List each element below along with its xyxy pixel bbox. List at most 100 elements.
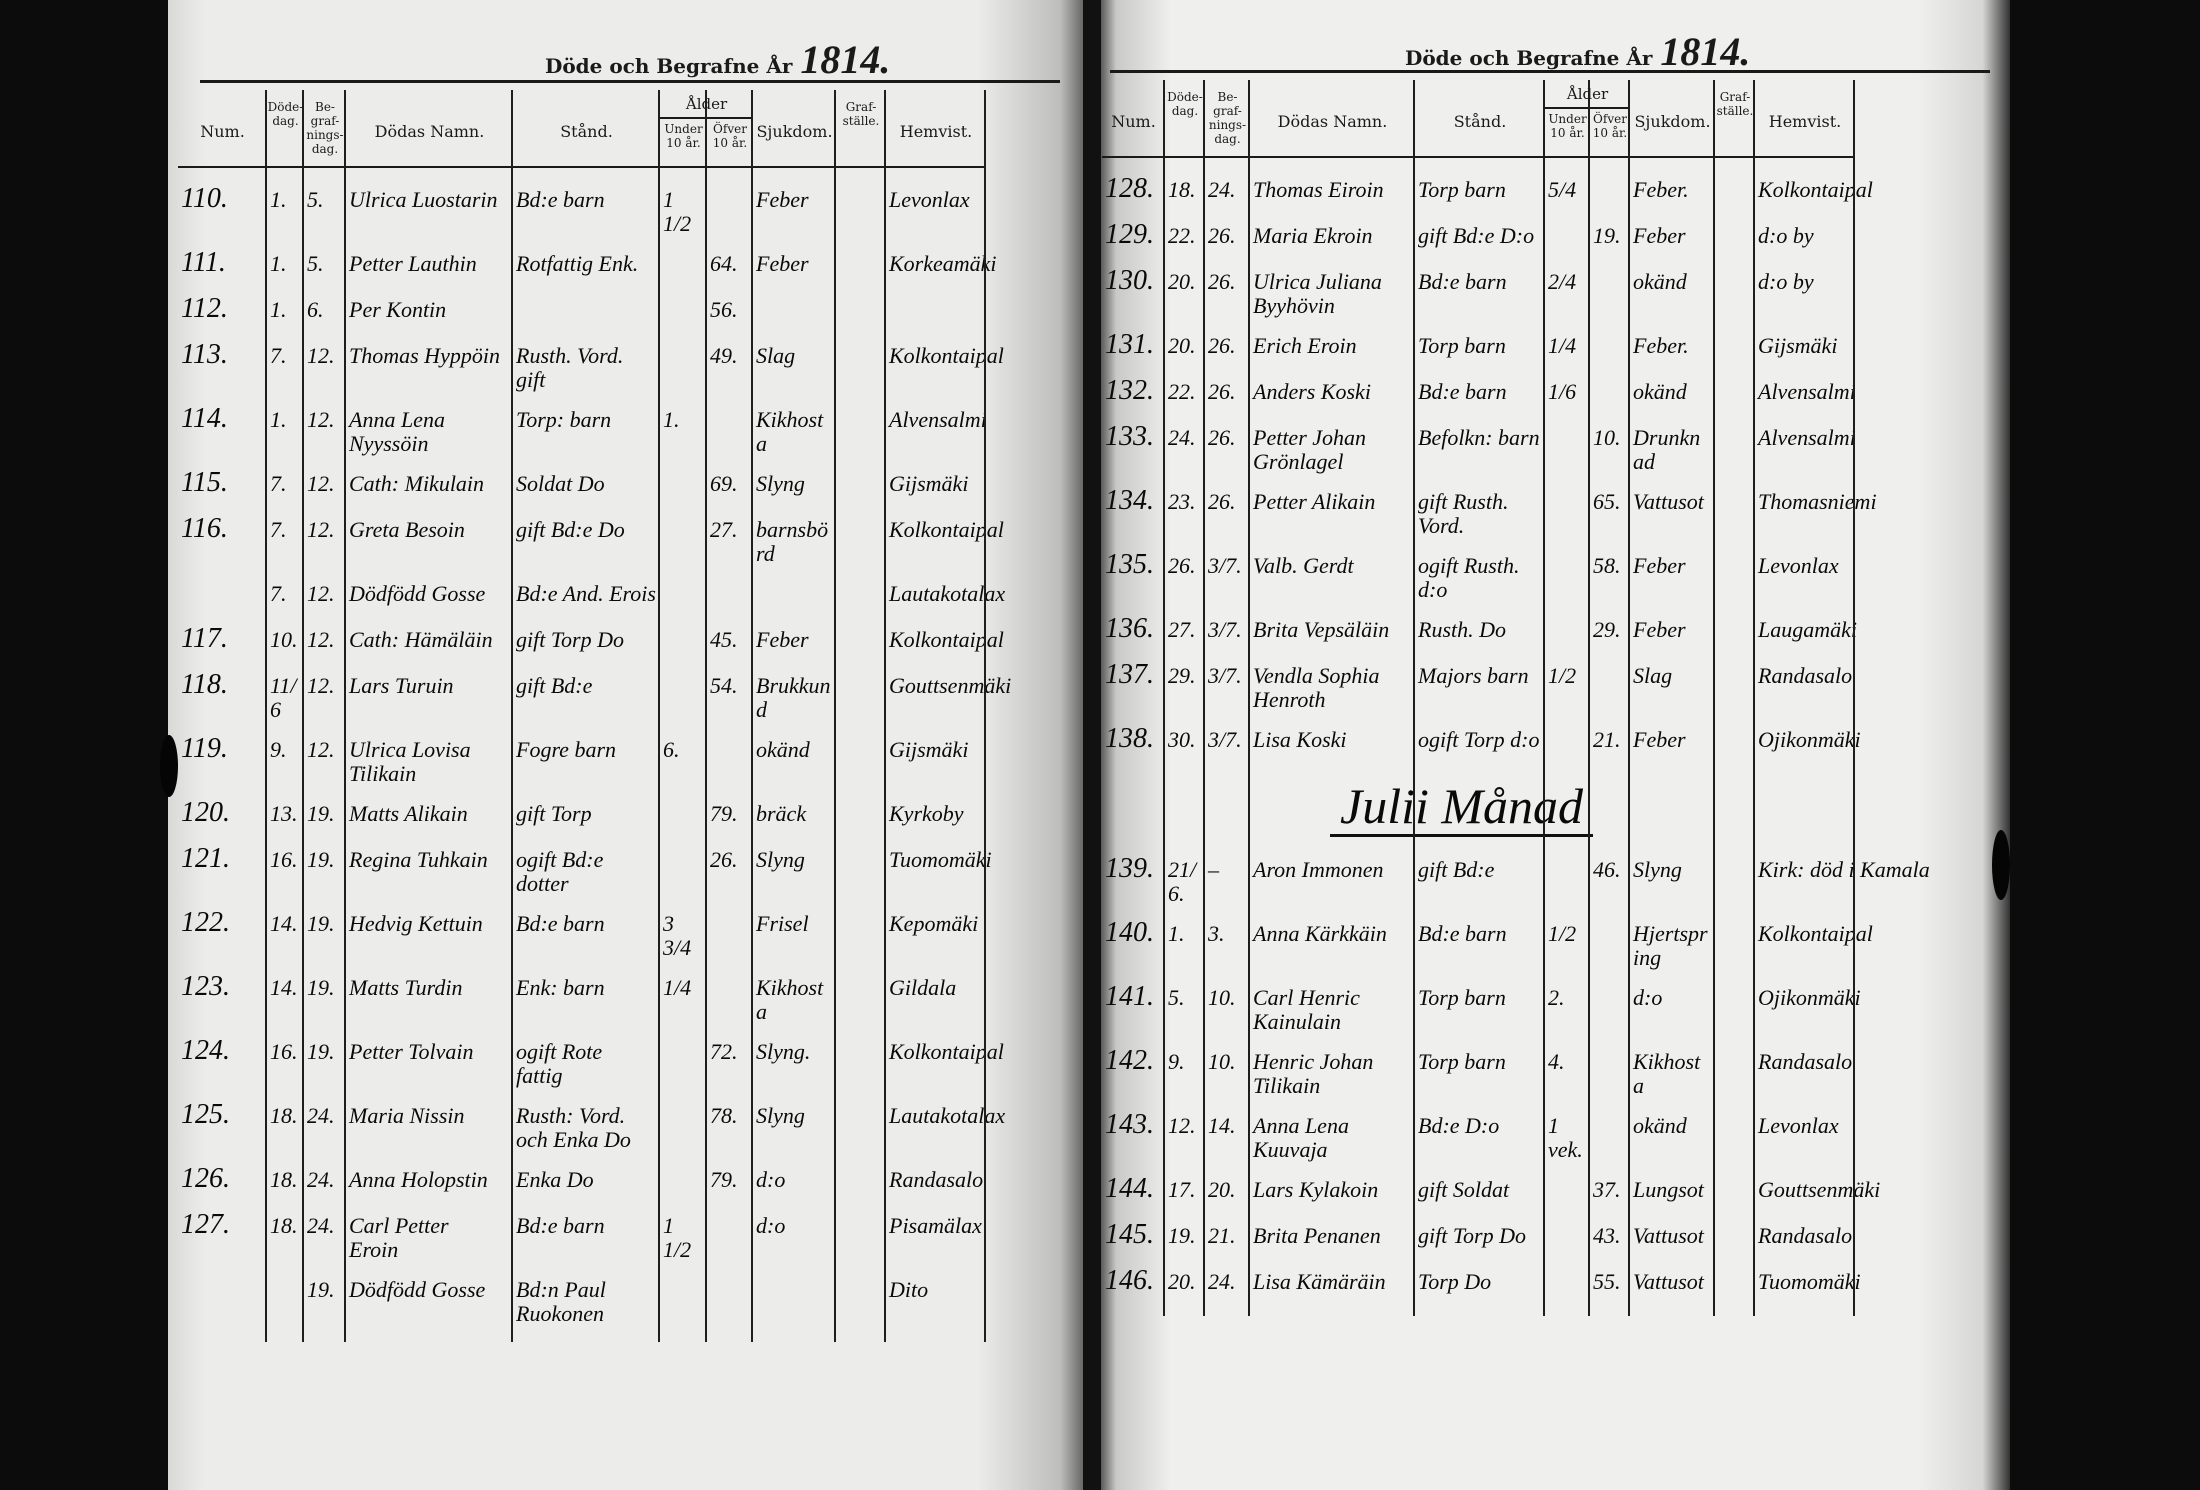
deceased-name: Lisa Kämäräin xyxy=(1253,1269,1386,1294)
entry-number: 113. xyxy=(181,339,228,370)
column-header-name: Dödas Namn. xyxy=(1277,112,1388,131)
column-divider xyxy=(984,90,986,1342)
age-over-10: 26. xyxy=(710,847,738,872)
cause-of-death: Vattusot xyxy=(1633,1269,1704,1294)
age-over-10: 64. xyxy=(710,251,738,276)
residence: Alvensalmi xyxy=(1758,425,1856,450)
cause-of-death: Lungsot xyxy=(1633,1177,1704,1202)
deceased-name: Lisa Koski xyxy=(1253,727,1347,752)
column-header-burial-day: Be- graf- nings- dag. xyxy=(1208,90,1247,146)
cause-of-death: Hjertspring xyxy=(1633,921,1708,970)
burial-day: 21. xyxy=(1208,1223,1236,1248)
entry-number: 121. xyxy=(181,843,230,874)
cause-of-death: Feber xyxy=(1633,223,1686,248)
deceased-name: Ulrica Juliana Byyhövin xyxy=(1253,269,1382,318)
social-status: ogift Torp d:o xyxy=(1418,727,1540,752)
age-over-10: 79. xyxy=(710,801,738,826)
entry-number: 117. xyxy=(181,623,228,654)
social-status: Torp barn xyxy=(1418,177,1506,202)
cause-of-death: barnsbörd xyxy=(756,517,829,566)
entry-number: 120. xyxy=(181,797,230,828)
burial-day: 12. xyxy=(307,407,335,432)
residence: Randasalo xyxy=(889,1167,984,1192)
deceased-name: Regina Tuhkain xyxy=(349,847,488,872)
social-status: Bd:e barn xyxy=(1418,379,1507,404)
residence: Kolkontaipal xyxy=(1758,921,1873,946)
cause-of-death: Feber xyxy=(1633,617,1686,642)
column-header-disease: Sjukdom. xyxy=(1634,112,1711,131)
residence: Lautakotalax xyxy=(889,581,1006,606)
residence: Gijsmäki xyxy=(889,737,969,762)
residence: Ojikonmäki xyxy=(1758,985,1861,1010)
age-under-10: 1 1/2 xyxy=(663,187,692,236)
cause-of-death: Vattusot xyxy=(1633,1223,1704,1248)
burial-day: 19. xyxy=(307,1039,335,1064)
cause-of-death: Slyng xyxy=(756,471,805,496)
column-header-status: Stånd. xyxy=(1453,112,1507,131)
burial-day: 26. xyxy=(1208,379,1236,404)
year-handwritten: 1814. xyxy=(1660,29,1751,74)
month-heading: Julii Månad xyxy=(1330,778,1594,837)
cause-of-death: Feber xyxy=(756,187,809,212)
residence: Pisamälax xyxy=(889,1213,982,1238)
age-under-10: 2. xyxy=(1548,985,1565,1010)
entry-number: 114. xyxy=(181,403,228,434)
entry-number: 138. xyxy=(1105,723,1154,754)
column-header-grave: Graf- ställe. xyxy=(1716,90,1754,118)
register-title: Döde och Begrafne År xyxy=(1405,46,1653,70)
residence: Kolkontaipal xyxy=(889,627,1004,652)
death-day: 1. xyxy=(270,251,287,276)
cause-of-death: Vattusot xyxy=(1633,489,1704,514)
death-day: 1. xyxy=(270,297,287,322)
social-status: gift Bd:e xyxy=(516,673,593,698)
entry-number: 137. xyxy=(1105,659,1154,690)
age-over-10: 27. xyxy=(710,517,738,542)
column-divider xyxy=(511,90,513,1342)
deceased-name: Anna Lena Kuuvaja xyxy=(1253,1113,1349,1162)
column-divider xyxy=(1628,80,1630,1316)
age-under-10: 1/2 xyxy=(1548,663,1577,688)
year-handwritten: 1814. xyxy=(800,37,891,82)
death-day: 9. xyxy=(1168,1049,1185,1074)
age-over-10: 72. xyxy=(710,1039,738,1064)
column-divider xyxy=(1163,80,1165,1316)
age-over-10: 10. xyxy=(1593,425,1621,450)
entry-number: 144. xyxy=(1105,1173,1154,1204)
burial-day: 24. xyxy=(307,1103,335,1128)
social-status: ogift Rote fattig xyxy=(516,1039,603,1088)
deceased-name: Petter Lauthin xyxy=(349,251,477,276)
age-over-10: 43. xyxy=(1593,1223,1621,1248)
death-day: 7. xyxy=(270,517,287,542)
cause-of-death: d:o xyxy=(756,1167,786,1192)
social-status: Rotfattig Enk. xyxy=(516,251,639,276)
entry-number: 145. xyxy=(1105,1219,1154,1250)
social-status: gift Torp Do xyxy=(1418,1223,1527,1248)
entry-number: 127. xyxy=(181,1209,230,1240)
age-over-10: 55. xyxy=(1593,1269,1621,1294)
age-over-10: 21. xyxy=(1593,727,1621,752)
age-under-10: 3 3/4 xyxy=(663,911,692,960)
register-title: Döde och Begrafne År xyxy=(545,54,793,78)
column-divider xyxy=(302,90,304,1342)
residence: Gijsmäki xyxy=(1758,333,1838,358)
entry-number: 118. xyxy=(181,669,228,700)
social-status: gift Bd:e D:o xyxy=(1418,223,1535,248)
deceased-name: Aron Immonen xyxy=(1253,857,1384,882)
entry-number: 116. xyxy=(181,513,228,544)
column-divider xyxy=(344,90,346,1342)
residence: Ojikonmäki xyxy=(1758,727,1861,752)
entry-number: 119. xyxy=(181,733,228,764)
deceased-name: Carl Petter Eroin xyxy=(349,1213,449,1262)
social-status: Bd:n Paul Ruokonen xyxy=(516,1277,606,1326)
residence: Kepomäki xyxy=(889,911,979,936)
age-over-10: 45. xyxy=(710,627,738,652)
column-divider xyxy=(1713,80,1715,1316)
cause-of-death: Slag xyxy=(1633,663,1673,688)
entry-number: 139. xyxy=(1105,853,1154,884)
column-divider xyxy=(751,90,753,1342)
column-header-under: Under 10 år. xyxy=(664,122,703,150)
burial-day: 26. xyxy=(1208,333,1236,358)
column-divider xyxy=(1588,80,1590,1316)
cause-of-death: Slyng xyxy=(756,847,805,872)
social-status: Bd:e D:o xyxy=(1418,1113,1500,1138)
